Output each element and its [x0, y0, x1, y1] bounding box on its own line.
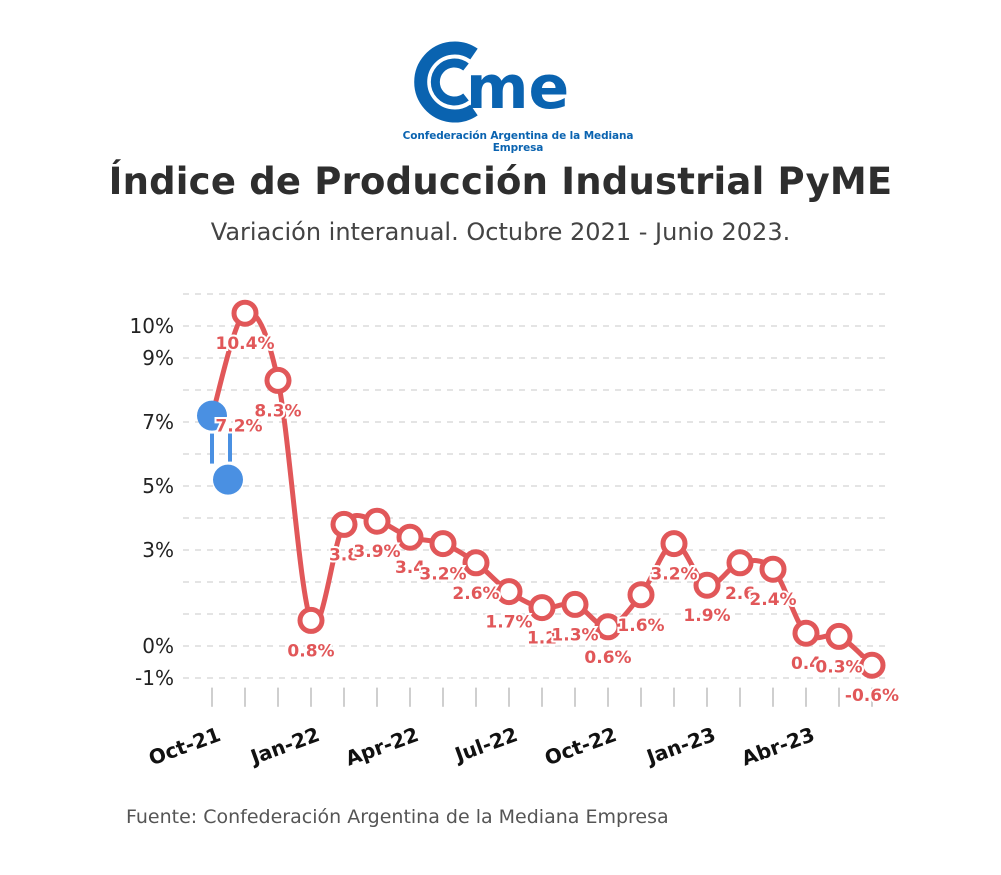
x-tick-label: Jul-22 — [450, 722, 521, 767]
data-label: -0.6% — [845, 686, 899, 706]
data-label: 2.6% — [452, 584, 499, 604]
data-point — [462, 549, 490, 577]
data-point — [792, 619, 820, 647]
x-tick-label: Apr-22 — [342, 722, 421, 770]
highlight-point — [213, 464, 243, 495]
data-label: 0.6% — [584, 648, 631, 668]
data-label: 7.2% — [215, 417, 262, 437]
data-point — [297, 606, 325, 634]
data-label: 8.3% — [254, 401, 301, 421]
data-point — [363, 507, 391, 535]
data-label: 2.4% — [749, 590, 796, 610]
cme-logo: me Confederación Argentina de la Mediana… — [388, 32, 648, 154]
y-axis: 10% 9% 7% 5% 3% 0% -1% — [130, 314, 174, 690]
data-point — [231, 299, 259, 327]
data-point — [759, 555, 787, 583]
data-label: 3.9% — [353, 542, 400, 562]
line-chart: 10% 9% 7% 5% 3% 0% -1% Oct-21 Jan-22 Apr-22 Jul-2… — [130, 293, 901, 771]
highlight-point — [197, 400, 227, 431]
x-tick-label: Jan-23 — [642, 722, 719, 770]
y-tick-label: 9% — [142, 346, 174, 370]
chart-subtitle: Variación interanual. Octubre 2021 - Jun… — [210, 218, 791, 246]
data-label: 0.8% — [287, 641, 334, 661]
logo-c-outer — [414, 41, 478, 123]
y-tick-label: 0% — [142, 634, 174, 658]
logo-wordmark: me — [466, 53, 569, 123]
data-label: 3.4 — [395, 558, 425, 578]
highlight-series — [210, 431, 232, 464]
y-tick-label: -1% — [135, 666, 174, 690]
data-point — [858, 651, 886, 679]
source-note: Fuente: Confederación Argentina de la Me… — [126, 806, 669, 828]
logo-caption: Confederación Argentina de la Mediana Em… — [402, 130, 634, 154]
data-label: 3.2% — [650, 565, 697, 585]
data-label: 2.6 — [725, 584, 755, 604]
data-label: 1.9% — [683, 606, 730, 626]
data-point — [495, 578, 523, 606]
data-label: 0.3% — [815, 657, 862, 677]
data-point — [693, 571, 721, 599]
data-label: 1.2 — [527, 629, 557, 649]
data-label: 0.4 — [791, 654, 821, 674]
chart-title: Índice de Producción Industrial PyME — [108, 160, 893, 203]
data-label: 10.4% — [216, 334, 275, 354]
data-point — [726, 549, 754, 577]
data-point — [330, 510, 358, 538]
data-label: 3.2% — [419, 565, 466, 585]
y-tick-label: 5% — [142, 474, 174, 498]
data-label: 1.7% — [485, 613, 532, 633]
x-tick-label: Abr-23 — [738, 722, 817, 770]
data-point — [627, 581, 655, 609]
x-tick-label: Oct-22 — [541, 722, 619, 770]
y-tick-label: 3% — [142, 538, 174, 562]
data-point — [429, 530, 457, 558]
data-label: 1.6% — [617, 616, 664, 636]
data-labels: 7.2%10.4%8.3%0.8%3.83.9%3.43.2%2.6%1.7%1… — [213, 332, 901, 708]
data-point — [825, 622, 853, 650]
y-tick-label: 10% — [130, 314, 174, 338]
x-tick-label: Jan-22 — [246, 722, 323, 770]
x-tick-label: Oct-21 — [145, 722, 223, 770]
data-point — [528, 594, 556, 622]
data-label: 3.8 — [329, 545, 359, 565]
y-tick-label: 7% — [142, 410, 174, 434]
grid-lines — [183, 293, 890, 679]
data-point — [561, 590, 589, 618]
data-label: 1.3% — [551, 625, 598, 645]
data-point — [396, 523, 424, 551]
data-point — [594, 613, 622, 641]
data-point — [660, 530, 688, 558]
x-axis: Oct-21 Jan-22 Apr-22 Jul-22 Oct-22 Jan-23 Abr-… — [145, 687, 873, 771]
cme-logo-mark: me — [414, 41, 569, 123]
logo-c-inner — [430, 58, 469, 106]
data-points — [197, 299, 886, 679]
data-point — [264, 366, 292, 394]
